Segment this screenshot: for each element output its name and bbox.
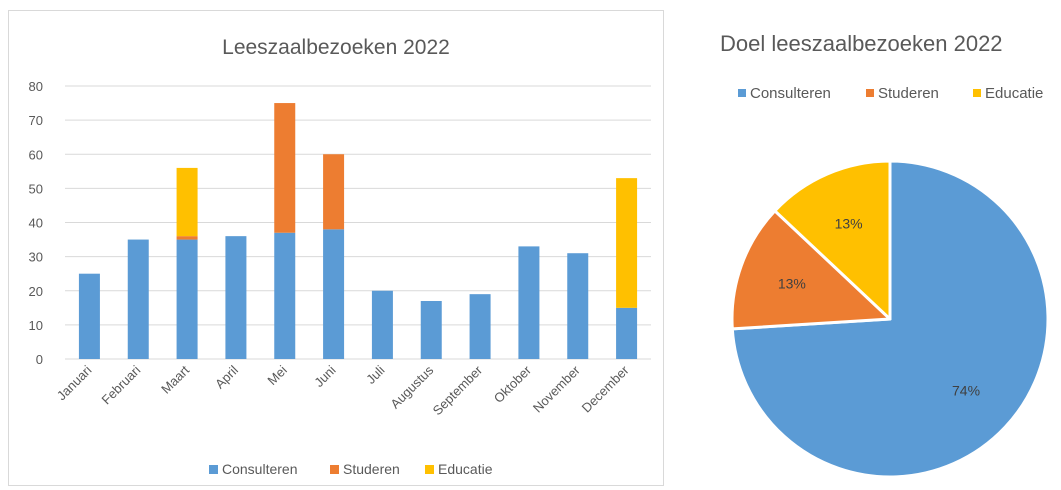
- legend-label: Studeren: [343, 461, 400, 477]
- pie-chart-panel: Doel leeszaalbezoeken 2022 Consulteren Stu…: [700, 0, 1061, 490]
- pie-chart-title: Doel leeszaalbezoeken 2022: [720, 31, 1003, 56]
- y-tick-label: 40: [29, 216, 43, 231]
- x-tick-label: Maart: [158, 362, 192, 396]
- bar-consulteren-december: [616, 307, 638, 359]
- legend-swatch: [209, 465, 218, 474]
- y-tick-label: 50: [29, 181, 43, 196]
- y-tick-label: 20: [29, 284, 43, 299]
- x-tick-label: Oktober: [491, 362, 535, 406]
- bar-educatie-maart: [176, 167, 198, 237]
- legend-swatch: [738, 89, 746, 97]
- x-tick-label: Februari: [99, 362, 144, 407]
- bar-consulteren-maart: [176, 239, 198, 359]
- y-tick-label: 30: [29, 250, 43, 265]
- bar-consulteren-september: [469, 294, 491, 359]
- x-tick-label: December: [579, 362, 632, 415]
- pie-slice-label: 13%: [778, 276, 806, 292]
- bar-consulteren-mei: [274, 232, 296, 359]
- pie-slice-educatie: [773, 159, 892, 321]
- bar-studeren-mei: [274, 103, 296, 233]
- legend-label: Consulteren: [222, 461, 298, 477]
- legend-swatch: [330, 465, 339, 474]
- x-tick-label: Augustus: [387, 362, 436, 411]
- bar-consulteren-juli: [371, 290, 393, 359]
- bar-consulteren-november: [567, 253, 589, 359]
- legend-label: Educatie: [438, 461, 493, 477]
- pie-slice-studeren: [730, 209, 892, 331]
- bar-studeren-juni: [323, 154, 345, 230]
- y-tick-label: 10: [29, 318, 43, 333]
- x-tick-label: November: [530, 362, 583, 415]
- bar-chart: Leeszaalbezoeken 2022 0 10 20 30 40 50 60 70 80 Ja…: [29, 36, 651, 477]
- x-tick-label: Juni: [311, 362, 339, 390]
- x-tick-label: Juli: [363, 362, 387, 386]
- y-tick-label: 70: [29, 113, 43, 128]
- bar-chart-panel: Leeszaalbezoeken 2022 0 10 20 30 40 50 60 70 80 Ja…: [8, 10, 664, 486]
- pie-slice-label: 74%: [952, 382, 980, 398]
- bar-consulteren-januari: [78, 273, 100, 359]
- legend-label: Studeren: [878, 85, 939, 102]
- bar-studeren-maart: [176, 236, 198, 240]
- legend-label: Educatie: [985, 85, 1043, 102]
- legend-label: Consulteren: [750, 85, 831, 102]
- x-tick-label: Januari: [54, 362, 95, 403]
- bar-educatie-december: [616, 178, 638, 308]
- bar-consulteren-februari: [127, 239, 149, 359]
- legend-swatch: [425, 465, 434, 474]
- x-tick-label: Mei: [264, 362, 289, 387]
- pie-slice-label: 13%: [835, 215, 863, 231]
- x-tick-label: September: [430, 362, 486, 418]
- bar-consulteren-augustus: [420, 300, 442, 359]
- y-tick-label: 60: [29, 147, 43, 162]
- pie-chart: Doel leeszaalbezoeken 2022 Consulteren Stu…: [720, 31, 1050, 479]
- y-tick-label: 80: [29, 79, 43, 94]
- legend-swatch: [973, 89, 981, 97]
- x-tick-label: April: [212, 362, 241, 391]
- legend-swatch: [866, 89, 874, 97]
- bar-consulteren-oktober: [518, 246, 540, 359]
- bar-consulteren-juni: [323, 229, 345, 359]
- y-tick-label: 0: [36, 352, 43, 367]
- bar-consulteren-april: [225, 236, 247, 359]
- bar-chart-title: Leeszaalbezoeken 2022: [222, 36, 450, 59]
